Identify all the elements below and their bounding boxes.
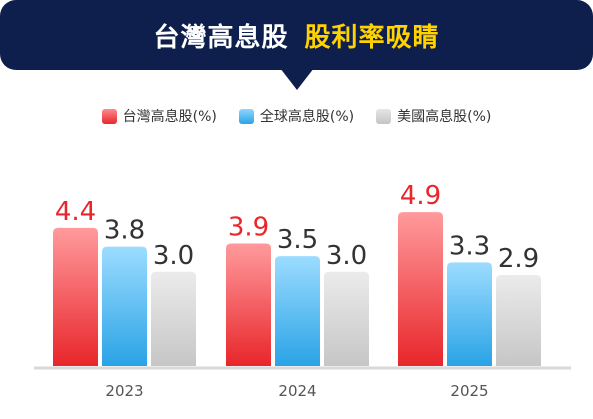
data-label-2024-series-2: 3.0 <box>326 241 367 271</box>
bar-2025-series-2 <box>496 274 541 366</box>
data-label-2024-series-1: 3.5 <box>277 225 318 255</box>
bar-2024-series-2 <box>324 271 369 366</box>
data-label-2023-series-1: 3.8 <box>104 216 145 246</box>
bar-2025-series-0 <box>398 212 443 366</box>
banner-title: 台灣高息股 <box>153 22 289 53</box>
bar-2023-series-0 <box>53 227 98 366</box>
data-label-2025-series-2: 2.9 <box>498 244 539 274</box>
x-tick-label-2025: 2025 <box>450 382 488 400</box>
data-label-2025-series-1: 3.3 <box>449 231 490 261</box>
chart-banner: 台灣高息股 股利率吸睛 <box>0 0 593 70</box>
banner-pointer <box>280 68 314 90</box>
data-label-2024-series-0: 3.9 <box>228 213 269 243</box>
legend-label-taiwan: 台灣高息股(%) <box>122 109 217 125</box>
data-label-2025-series-0: 4.9 <box>400 181 441 211</box>
x-tick-label-2024: 2024 <box>278 382 316 400</box>
legend-swatch-us <box>376 108 392 124</box>
legend-item-global: 全球高息股(%) <box>238 106 355 126</box>
banner-highlight: 股利率吸睛 <box>304 22 440 53</box>
bar-2024-series-1 <box>275 256 320 366</box>
bar-2023-series-2 <box>151 271 196 366</box>
legend-swatch-taiwan <box>101 108 117 124</box>
bar-2023-series-1 <box>102 246 147 366</box>
legend-item-us: 美國高息股(%) <box>376 106 491 126</box>
data-label-2023-series-0: 4.4 <box>55 197 96 227</box>
bar-2024-series-0 <box>226 243 271 366</box>
chart-legend: 台灣高息股(%) 全球高息股(%) 美國高息股(%) <box>0 104 593 128</box>
legend-item-taiwan: 台灣高息股(%) <box>101 106 217 126</box>
bar-2025-series-1 <box>447 262 492 366</box>
legend-label-us: 美國高息股(%) <box>397 109 492 125</box>
data-label-2023-series-2: 3.0 <box>153 241 194 271</box>
x-tick-label-2023: 2023 <box>105 382 143 400</box>
legend-swatch-global <box>238 108 254 124</box>
legend-label-global: 全球高息股(%) <box>259 109 355 125</box>
